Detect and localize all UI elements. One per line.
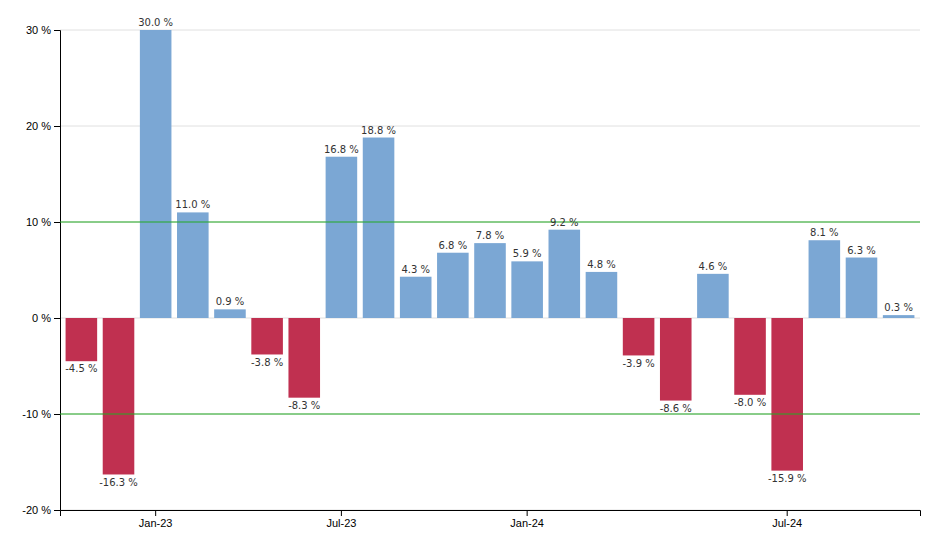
x-tick: Jul-24 xyxy=(772,510,802,529)
bar xyxy=(586,272,618,318)
bar xyxy=(697,274,729,318)
bar xyxy=(66,318,98,361)
data-label: -8.3 % xyxy=(288,400,320,411)
bar xyxy=(214,309,246,318)
data-label: 11.0 % xyxy=(175,199,210,210)
bar xyxy=(623,318,655,355)
x-tick-mark xyxy=(527,510,528,516)
y-axis: -20 % -10 % 0 % 10 % 20 % 30 % xyxy=(22,24,60,516)
data-label: -4.5 % xyxy=(65,363,97,374)
data-label: -15.9 % xyxy=(768,473,807,484)
data-label: 8.1 % xyxy=(810,227,839,238)
x-tick-mark xyxy=(341,510,342,516)
bar xyxy=(734,318,766,395)
bar xyxy=(400,277,432,318)
data-label: 9.2 % xyxy=(550,217,579,228)
y-tick-mark xyxy=(54,318,60,319)
data-label: -8.6 % xyxy=(660,403,692,414)
y-tick-label: -10 % xyxy=(22,408,51,420)
data-label: 7.8 % xyxy=(476,230,505,241)
bar xyxy=(511,261,543,318)
y-tick-label: 0 % xyxy=(32,312,51,324)
bar xyxy=(251,318,283,354)
x-tick: Jul-23 xyxy=(326,510,356,529)
grid-line xyxy=(60,222,920,223)
x-tick-mark xyxy=(155,510,156,516)
y-tick-mark xyxy=(54,510,60,511)
data-label: 5.9 % xyxy=(513,248,542,259)
data-label: 4.8 % xyxy=(587,259,616,270)
bar xyxy=(177,212,209,318)
data-label: 4.3 % xyxy=(401,264,430,275)
grid-line xyxy=(60,30,920,31)
data-label: 4.6 % xyxy=(699,261,728,272)
data-label: 30.0 % xyxy=(138,17,173,28)
grid-line xyxy=(60,414,920,415)
y-tick: 20 % xyxy=(26,120,60,132)
bar xyxy=(660,318,692,401)
bar xyxy=(326,157,358,318)
data-label: 0.3 % xyxy=(884,302,913,313)
x-tick-mark xyxy=(787,510,788,516)
y-tick: 0 % xyxy=(32,312,60,324)
y-tick: 30 % xyxy=(26,24,60,36)
y-tick-label: 30 % xyxy=(26,24,51,36)
y-tick-label: 20 % xyxy=(26,120,51,132)
bar xyxy=(883,315,915,318)
data-label: 6.3 % xyxy=(847,245,876,256)
data-label: -3.9 % xyxy=(622,358,654,369)
plot: -20 %-10 %0 %10 %20 %30 %Jan-23Jul-23Jan… xyxy=(22,17,920,529)
bar xyxy=(809,240,841,318)
x-tick-label: Jul-23 xyxy=(326,517,356,529)
bar xyxy=(437,253,469,318)
x-axis-line xyxy=(61,511,921,517)
x-tick-label: Jan-23 xyxy=(139,517,173,529)
y-tick-mark xyxy=(54,126,60,127)
y-tick: 10 % xyxy=(26,216,60,228)
y-axis-line xyxy=(54,31,61,511)
bar xyxy=(140,30,172,318)
bar xyxy=(474,243,506,318)
reference-line xyxy=(60,221,920,222)
data-label: 0.9 % xyxy=(216,296,245,307)
bar xyxy=(363,138,395,318)
y-tick-mark xyxy=(54,30,60,31)
reference-line xyxy=(60,413,920,414)
data-labels: -4.5 % -16.3 % 30.0 % 11.0 % 0.9 % -3.8 % -8.3… xyxy=(65,17,913,488)
y-tick-mark xyxy=(54,414,60,415)
chart: -20 %-10 %0 %10 %20 %30 %Jan-23Jul-23Jan… xyxy=(0,0,940,550)
x-tick: Jan-24 xyxy=(510,510,544,529)
y-tick-label: 10 % xyxy=(26,216,51,228)
bar xyxy=(771,318,803,471)
data-label: 6.8 % xyxy=(439,240,468,251)
y-tick-mark xyxy=(54,222,60,223)
x-tick-label: Jan-24 xyxy=(510,517,544,529)
grid xyxy=(60,30,920,510)
x-tick: Jan-23 xyxy=(139,510,173,529)
y-tick: -20 % xyxy=(22,504,60,516)
data-label: 18.8 % xyxy=(361,125,396,136)
data-label: 16.8 % xyxy=(324,144,359,155)
y-tick-label: -20 % xyxy=(22,504,51,516)
bar xyxy=(288,318,320,398)
bar xyxy=(846,258,878,318)
y-tick: -10 % xyxy=(22,408,60,420)
bars xyxy=(60,30,920,474)
x-axis: Jan-23 Jul-23 Jan-24 Jul-24 xyxy=(61,510,921,529)
x-tick-label: Jul-24 xyxy=(772,517,802,529)
data-label: -8.0 % xyxy=(734,397,766,408)
bar xyxy=(103,318,135,474)
bar xyxy=(549,230,581,318)
grid-line xyxy=(60,126,920,127)
data-label: -16.3 % xyxy=(99,477,138,488)
data-label: -3.8 % xyxy=(251,357,283,368)
